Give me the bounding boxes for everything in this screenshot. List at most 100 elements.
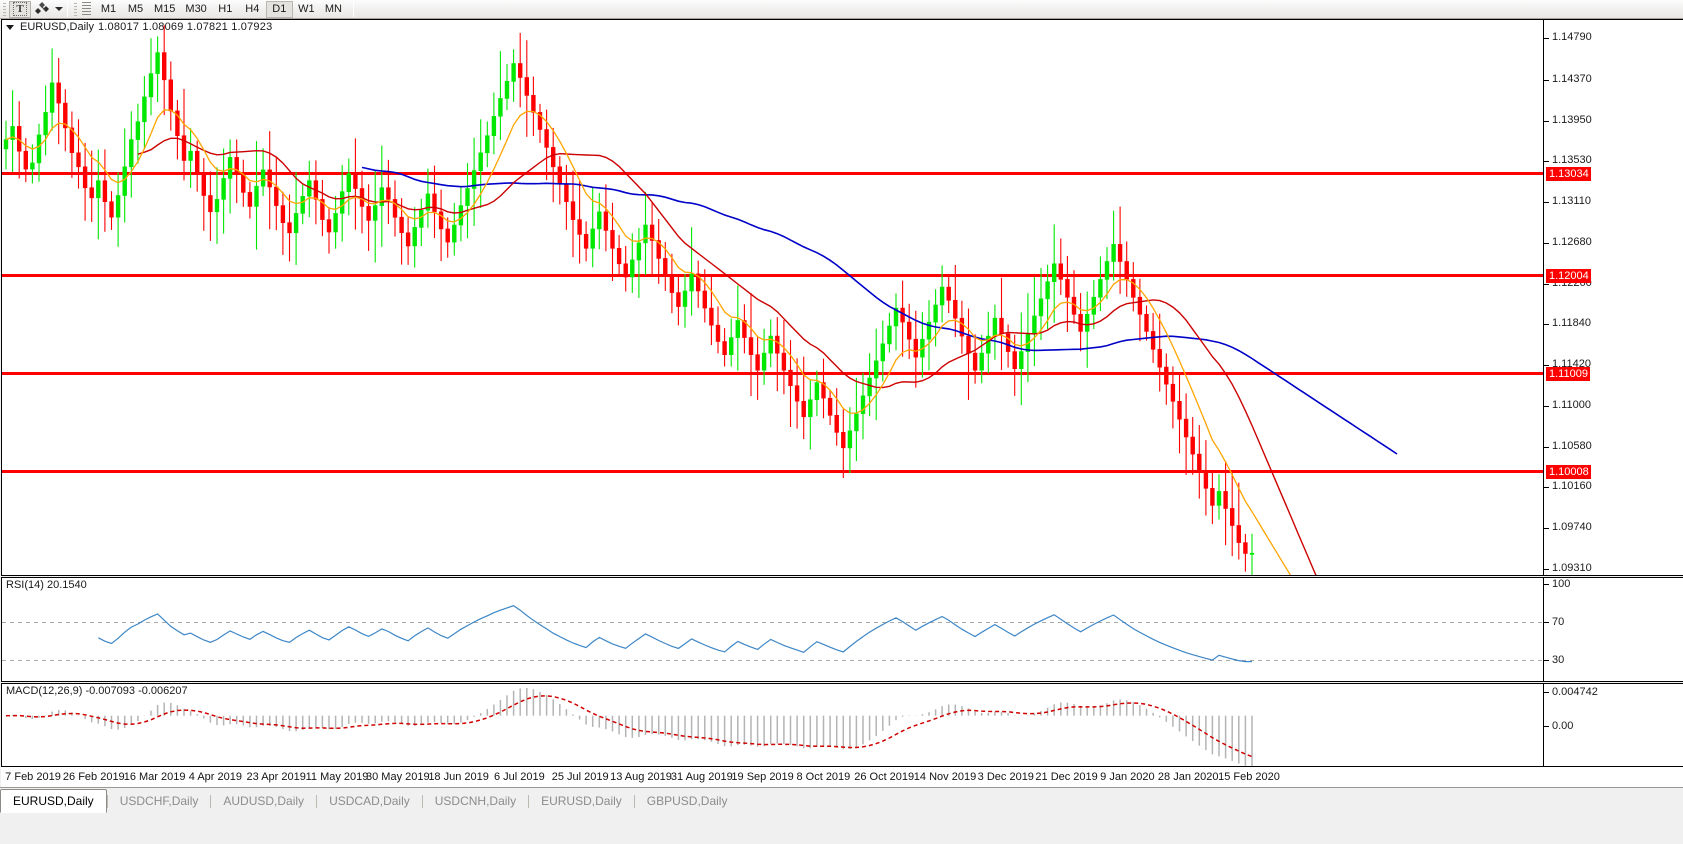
- candlestick-series: [3, 25, 1398, 575]
- price-axis-label: 1.10160: [1552, 480, 1592, 492]
- resistance-line-2[interactable]: [2, 274, 1543, 277]
- bear-candles: [17, 25, 1248, 572]
- price-level-marker: 1.11009: [1546, 367, 1590, 381]
- symbol-label: EURUSD,Daily: [20, 21, 94, 33]
- macd-pane[interactable]: MACD(12,26,9) -0.007093 -0.006207 0.0047…: [1, 683, 1683, 767]
- rsi-series: [98, 605, 1253, 663]
- resistance-line-3[interactable]: [2, 372, 1543, 375]
- price-axis-tick: [1544, 487, 1549, 488]
- price-axis-tick: [1544, 447, 1549, 448]
- scale-icon: [82, 1, 91, 17]
- tool-dropdown-button[interactable]: [53, 1, 64, 18]
- toolbar-drag-handle[interactable]: [1, 0, 8, 18]
- timeframe-drag-handle[interactable]: [72, 0, 79, 18]
- price-axis-label: 1.11000: [1552, 399, 1591, 411]
- timeframe-m15-button[interactable]: M15: [154, 3, 176, 15]
- time-axis-label: 28 Jan 2020: [1157, 771, 1219, 783]
- time-axis-label: 26 Oct 2019: [854, 771, 915, 783]
- ma-fast-line: [5, 109, 1292, 575]
- price-axis-label: 1.14790: [1552, 31, 1592, 43]
- tab-divider: [633, 794, 635, 808]
- price-axis-tick: [1544, 406, 1549, 407]
- timeframe-w1-button[interactable]: W1: [298, 3, 315, 15]
- timeframe-h4-button[interactable]: H4: [245, 3, 260, 15]
- price-axis-tick: [1544, 38, 1549, 39]
- price-axis-tick: [1544, 80, 1549, 81]
- pane-collapse-icon[interactable]: [6, 24, 14, 30]
- chart-tab-eurusd[interactable]: EURUSD,Daily: [0, 789, 107, 813]
- price-axis-tick: [1544, 365, 1549, 366]
- crosshair-tool-button[interactable]: [31, 1, 53, 18]
- price-axis-tick: [1544, 284, 1549, 285]
- time-axis-label: 25 Jul 2019: [551, 771, 609, 783]
- chart-tab-eurusd-5[interactable]: EURUSD,Daily: [541, 794, 622, 808]
- timeframe-m1-button[interactable]: M1: [100, 3, 117, 15]
- price-level-marker: 1.10008: [1546, 465, 1591, 479]
- timeframe-d1-button[interactable]: D1: [265, 0, 293, 18]
- chart-tab-usdcnh-4[interactable]: USDCNH,Daily: [434, 794, 517, 808]
- time-axis[interactable]: 7 Feb 2019 26 Feb 2019 16 Mar 2019 4 Apr 20…: [1, 767, 1683, 787]
- time-axis-label: 19 Sep 2019: [731, 771, 794, 783]
- time-axis-label: 9 Jan 2020: [1100, 771, 1155, 783]
- price-pane-header: EURUSD,Daily 1.08017 1.08069 1.07821 1.0…: [6, 21, 272, 33]
- price-axis-label: 1.10580: [1552, 440, 1592, 452]
- timeframe-group: M1 M5 M15 M30 H1 H4 D1 W1 MN: [95, 0, 347, 18]
- time-axis-label: 23 Apr 2019: [246, 771, 306, 783]
- price-plot-area[interactable]: [2, 20, 1543, 575]
- timeframe-mn-button[interactable]: MN: [324, 3, 342, 15]
- rsi-axis-label: 30: [1552, 654, 1565, 666]
- rsi-level-30: [2, 660, 1543, 661]
- timeframe-m30-button[interactable]: M30: [185, 3, 207, 15]
- price-axis-label: 1.13530: [1552, 154, 1592, 166]
- rsi-label: RSI(14) 20.1540: [6, 579, 87, 591]
- chart-tab-audusd-2[interactable]: AUDUSD,Daily: [223, 794, 305, 808]
- ma-slow-line: [361, 166, 1398, 455]
- price-pane[interactable]: EURUSD,Daily 1.08017 1.08069 1.07821 1.0…: [1, 19, 1683, 576]
- price-axis-tick: [1544, 161, 1549, 162]
- time-axis-label: 31 Aug 2019: [670, 771, 733, 783]
- text-icon: T: [13, 2, 27, 16]
- time-axis-label: 7 Feb 2019: [5, 771, 61, 783]
- tab-divider: [106, 794, 108, 808]
- price-level-marker: 1.13034: [1546, 167, 1591, 181]
- rsi-plot-area[interactable]: [2, 578, 1543, 681]
- crosshair-icon: [35, 2, 49, 14]
- time-axis-label: 4 Apr 2019: [188, 771, 242, 783]
- time-axis-label: 30 May 2019: [365, 771, 430, 783]
- macd-axis-label: 0.004742: [1552, 686, 1598, 698]
- bull-candles: [3, 36, 1255, 575]
- macd-signal-line: [5, 695, 1253, 758]
- chart-tab-gbpusd-6[interactable]: GBPUSD,Daily: [646, 794, 728, 808]
- timeframe-m5-button[interactable]: M5: [127, 3, 144, 15]
- toolbar-separator-2: [352, 1, 354, 17]
- chart-tab-usdcad-3[interactable]: USDCAD,Daily: [329, 794, 410, 808]
- macd-series: [5, 688, 1253, 766]
- time-axis-label: 21 Dec 2019: [1035, 771, 1098, 783]
- macd-axis-tick: [1544, 726, 1549, 727]
- chart-tab-usdchf-1[interactable]: USDCHF,Daily: [119, 794, 199, 808]
- rsi-axis-label: 100: [1552, 578, 1571, 590]
- price-axis-label: 1.13950: [1552, 114, 1592, 126]
- rsi-pane[interactable]: RSI(14) 20.1540 10070300: [1, 577, 1683, 682]
- resistance-line-4[interactable]: [2, 470, 1543, 473]
- macd-plot-area[interactable]: [2, 684, 1543, 766]
- price-axis-label: 1.11420: [1552, 358, 1591, 370]
- tab-divider: [421, 794, 423, 808]
- time-axis-label: 6 Jul 2019: [494, 771, 545, 783]
- price-axis-label: 1.12260: [1552, 277, 1592, 289]
- tab-divider: [210, 794, 212, 808]
- resistance-line-1[interactable]: [2, 172, 1543, 175]
- price-axis-tick: [1544, 528, 1549, 529]
- rsi-pane-header: RSI(14) 20.1540: [6, 579, 87, 591]
- ma-mid-line: [137, 137, 1317, 575]
- tab-divider: [316, 794, 318, 808]
- price-axis-label: 1.14370: [1552, 73, 1592, 85]
- text-tool-button[interactable]: T: [9, 0, 31, 18]
- timeframe-h1-button[interactable]: H1: [218, 3, 233, 15]
- price-axis[interactable]: 1.14790 1.14370 1.13950 1.13530 1.13110 1.126…: [1543, 20, 1683, 575]
- price-axis-tick: [1544, 243, 1549, 244]
- rsi-axis-tick: [1544, 660, 1549, 661]
- time-axis-label: 8 Oct 2019: [796, 771, 851, 783]
